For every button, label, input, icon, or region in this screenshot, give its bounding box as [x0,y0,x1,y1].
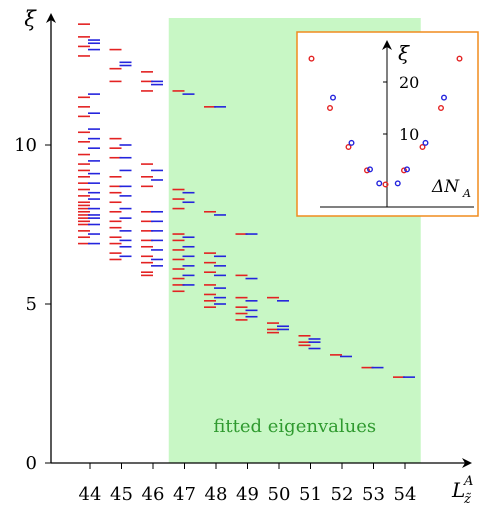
x-tick-label: 51 [299,484,322,505]
x-tick-label: 52 [331,484,354,505]
x-tick-label: 45 [110,484,133,505]
inset-x-axis-label-sub: A [462,187,471,200]
x-tick-label: 46 [142,484,165,505]
x-axis-label-sup: A [463,474,473,489]
inset-red-point [308,55,315,62]
inset-x-axis-label: ΔN [431,177,460,197]
x-tick-label: 47 [173,484,196,505]
inset-red-point [364,167,371,174]
x-tick-label: 50 [268,484,291,505]
inset-blue-point [404,166,411,173]
inset-y-axis-label: ξ [398,41,410,65]
inset-red-point [382,181,389,188]
y-tick-label: 10 [14,135,37,156]
x-tick-label: 54 [394,484,417,505]
x-axis-label-sub: z̃ [463,492,471,506]
inset-blue-point [422,139,429,146]
inset-y-tick-label: 20 [399,73,419,92]
inset-blue-point [367,166,374,173]
inset-red-point [327,104,334,111]
y-tick-label: 0 [26,453,37,474]
inset-red-point [401,167,408,174]
inset-red-point [345,143,352,150]
x-tick-label: 53 [362,484,385,505]
y-tick-label: 5 [26,294,37,315]
inset-red-point [419,143,426,150]
x-axis-label: L [451,478,465,502]
inset-red-point [438,104,445,111]
inset-blue-point [330,94,337,101]
x-tick-label: 44 [79,484,102,505]
inset-blue-point [348,139,355,146]
inset-y-tick-label: 10 [399,125,419,144]
inset-blue-point [441,94,448,101]
inset-blue-point [394,180,401,187]
fitted-region-label: fitted eigenvalues [213,416,376,437]
inset-blue-point [376,180,383,187]
y-axis-label: ξ [24,7,37,31]
x-tick-label: 49 [236,484,259,505]
x-tick-label: 48 [205,484,228,505]
inset-red-point [456,55,463,62]
